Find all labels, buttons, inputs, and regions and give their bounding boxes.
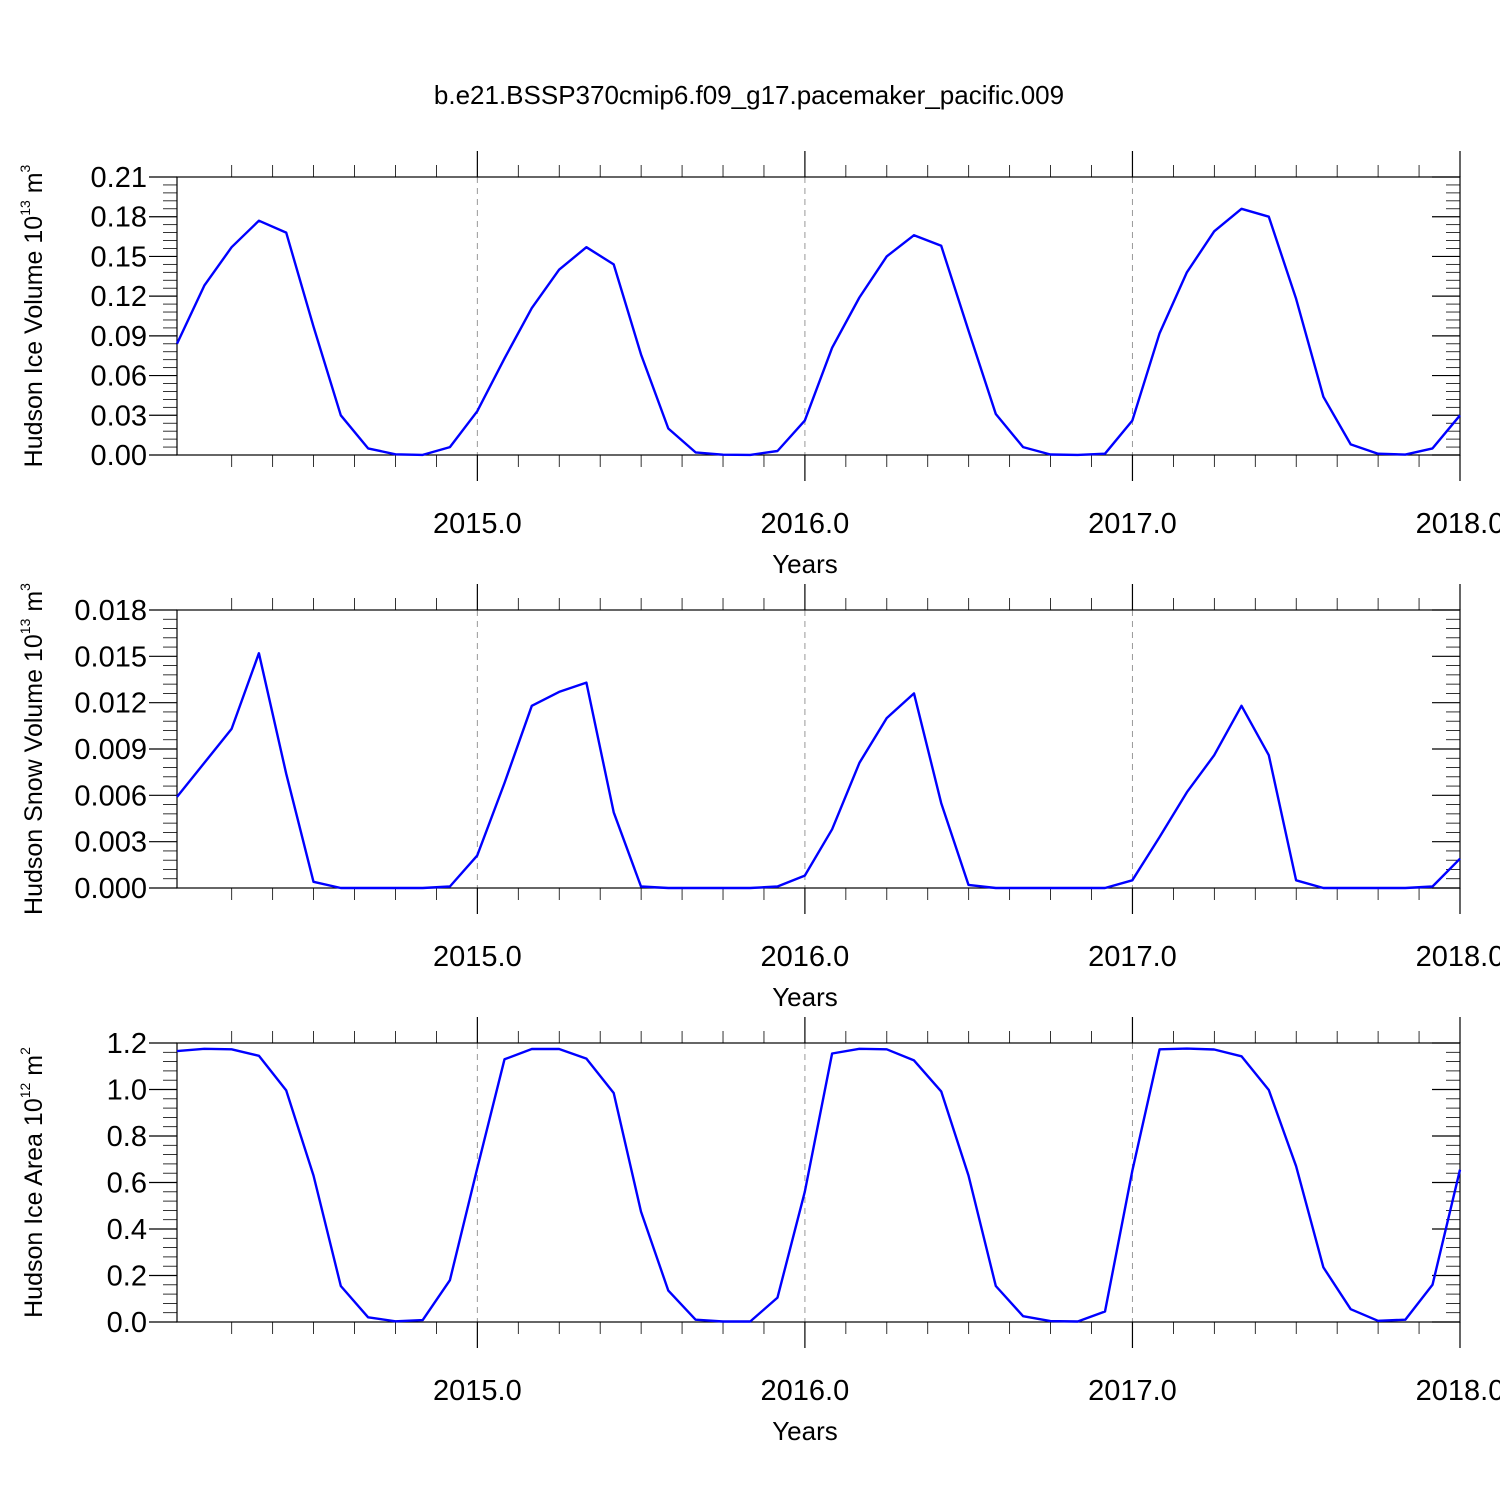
x-tick-label: 2017.0 — [1088, 508, 1177, 540]
y-tick-label: 0.09 — [91, 321, 147, 353]
x-axis-label: Years — [772, 549, 838, 579]
x-tick-label: 2015.0 — [433, 1375, 522, 1407]
y-axis-label: Hudson Ice Area 1012 m2 — [17, 1047, 48, 1318]
plot-frame — [176, 1042, 1461, 1323]
y-tick-label: 0.009 — [74, 734, 147, 766]
series-line — [176, 1047, 1462, 1323]
y-tick-label: 0.6 — [107, 1168, 147, 1200]
panel-3: 0.0 0.2 0.4 0.6 0.8 1.0 1.2 2015.0 2016.0 2017.0 2… — [17, 1017, 1500, 1446]
x-tick-label: 2015.0 — [433, 941, 522, 973]
y-tick-label: 1.0 — [107, 1075, 147, 1107]
chart-title: b.e21.BSSP370cmip6.f09_g17.pacemaker_pac… — [434, 80, 1064, 110]
x-axis-label: Years — [772, 1416, 838, 1446]
x-tick-label: 2017.0 — [1088, 941, 1177, 973]
x-tick-label: 2017.0 — [1088, 1375, 1177, 1407]
x-tick-label: 2018.0 — [1416, 941, 1500, 973]
x-tick-label: 2016.0 — [761, 941, 850, 973]
plot-frame — [176, 176, 1461, 456]
x-tick-label: 2018.0 — [1416, 1375, 1500, 1407]
y-tick-label: 0.2 — [107, 1261, 147, 1293]
y-tick-label: 0.4 — [107, 1214, 147, 1246]
y-tick-label: 0.03 — [91, 400, 147, 432]
y-tick-label: 0.8 — [107, 1121, 147, 1153]
x-tick-label: 2015.0 — [433, 508, 522, 540]
y-tick-label: 0.15 — [91, 241, 147, 273]
y-tick-label: 0.18 — [91, 202, 147, 234]
y-tick-label: 0.006 — [74, 780, 147, 812]
y-tick-label: 0.012 — [74, 688, 147, 720]
y-axis-label: Hudson Ice Volume 1013 m3 — [17, 164, 48, 467]
y-tick-label: 0.06 — [91, 361, 147, 393]
x-tick-label: 2016.0 — [761, 508, 850, 540]
y-tick-label: 1.2 — [107, 1028, 147, 1060]
x-tick-label: 2018.0 — [1416, 508, 1500, 540]
y-tick-label: 0.21 — [91, 162, 147, 194]
series-line — [176, 652, 1461, 890]
y-tick-label: 0.015 — [74, 641, 147, 673]
y-tick-label: 0.0 — [107, 1307, 147, 1339]
panel-1: 0.00 0.03 0.06 0.09 0.12 0.15 0.18 0.21 2015.0 20… — [17, 151, 1500, 579]
panel-2: 0.000 0.003 0.006 0.009 0.012 0.015 0.018 2015.… — [17, 583, 1500, 1012]
y-tick-label: 0.000 — [74, 873, 147, 905]
y-tick-label: 0.018 — [74, 595, 147, 627]
y-tick-label: 0.003 — [74, 827, 147, 859]
y-axis-label: Hudson Snow Volume 1013 m3 — [17, 583, 48, 915]
x-axis-label: Years — [772, 982, 838, 1012]
y-tick-label: 0.00 — [91, 440, 147, 472]
series-line — [175, 207, 1461, 457]
plot-frame — [176, 609, 1461, 889]
y-tick-label: 0.12 — [91, 281, 147, 313]
x-tick-label: 2016.0 — [761, 1375, 850, 1407]
